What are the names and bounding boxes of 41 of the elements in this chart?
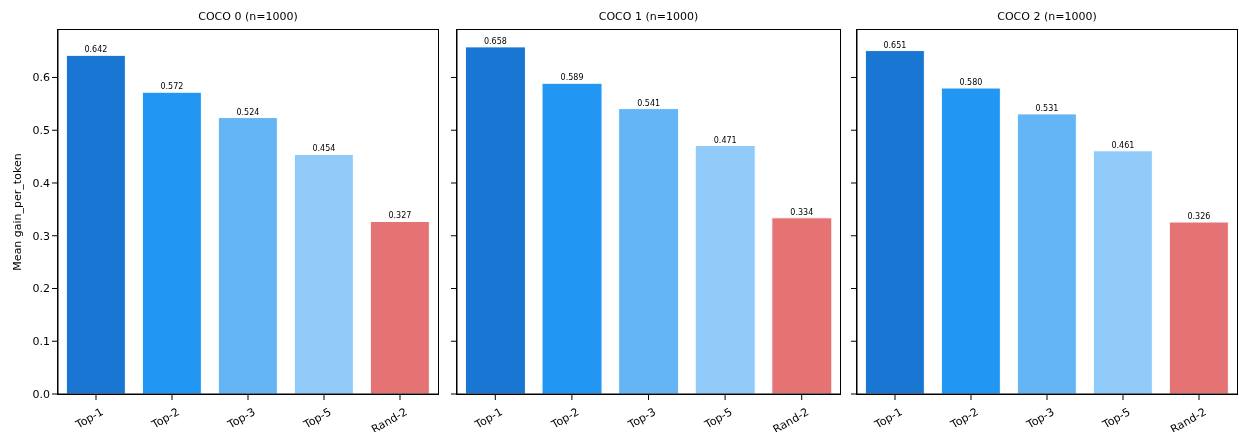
data-label: 0.461 [1111,140,1135,150]
data-label: 0.580 [959,78,983,88]
data-label: 0.524 [236,107,260,117]
bar [1168,221,1229,394]
y-tick-label: 0.0 [32,387,50,401]
data-label: 0.658 [483,36,507,46]
bar [618,108,680,394]
bar [65,54,126,394]
data-label: 0.454 [312,144,336,154]
data-label: 0.326 [1187,212,1211,222]
bar [369,221,430,394]
bar [464,46,526,394]
bar [217,117,278,394]
chart-title: COCO 1 (n=1000) [597,10,700,23]
bar [864,50,925,394]
data-label: 0.471 [713,135,737,145]
data-label: 0.327 [388,211,412,221]
y-tick-label: 0.1 [32,335,50,349]
data-label: 0.541 [637,98,661,108]
bar [141,91,202,394]
data-label: 0.572 [160,82,184,92]
bar [771,217,833,394]
y-tick-label: 0.3 [32,229,50,243]
y-tick-label: 0.4 [32,176,50,190]
data-label: 0.531 [1035,103,1059,113]
bar [1092,150,1153,394]
bar [541,82,603,394]
y-tick-label: 0.5 [32,124,50,138]
chart-title: COCO 2 (n=1000) [996,10,1098,23]
chart-title: COCO 0 (n=1000) [197,10,299,23]
bar [1016,113,1077,394]
bar [940,87,1001,394]
bar [694,145,756,394]
data-label: 0.589 [560,73,584,83]
data-label: 0.642 [84,45,108,55]
data-label: 0.651 [883,40,907,50]
data-label: 0.334 [790,207,814,217]
y-tick-label: 0.6 [32,71,50,85]
bar [293,154,354,394]
y-axis-title: Mean gain_per_token [10,153,24,271]
y-tick-label: 0.2 [32,282,50,296]
